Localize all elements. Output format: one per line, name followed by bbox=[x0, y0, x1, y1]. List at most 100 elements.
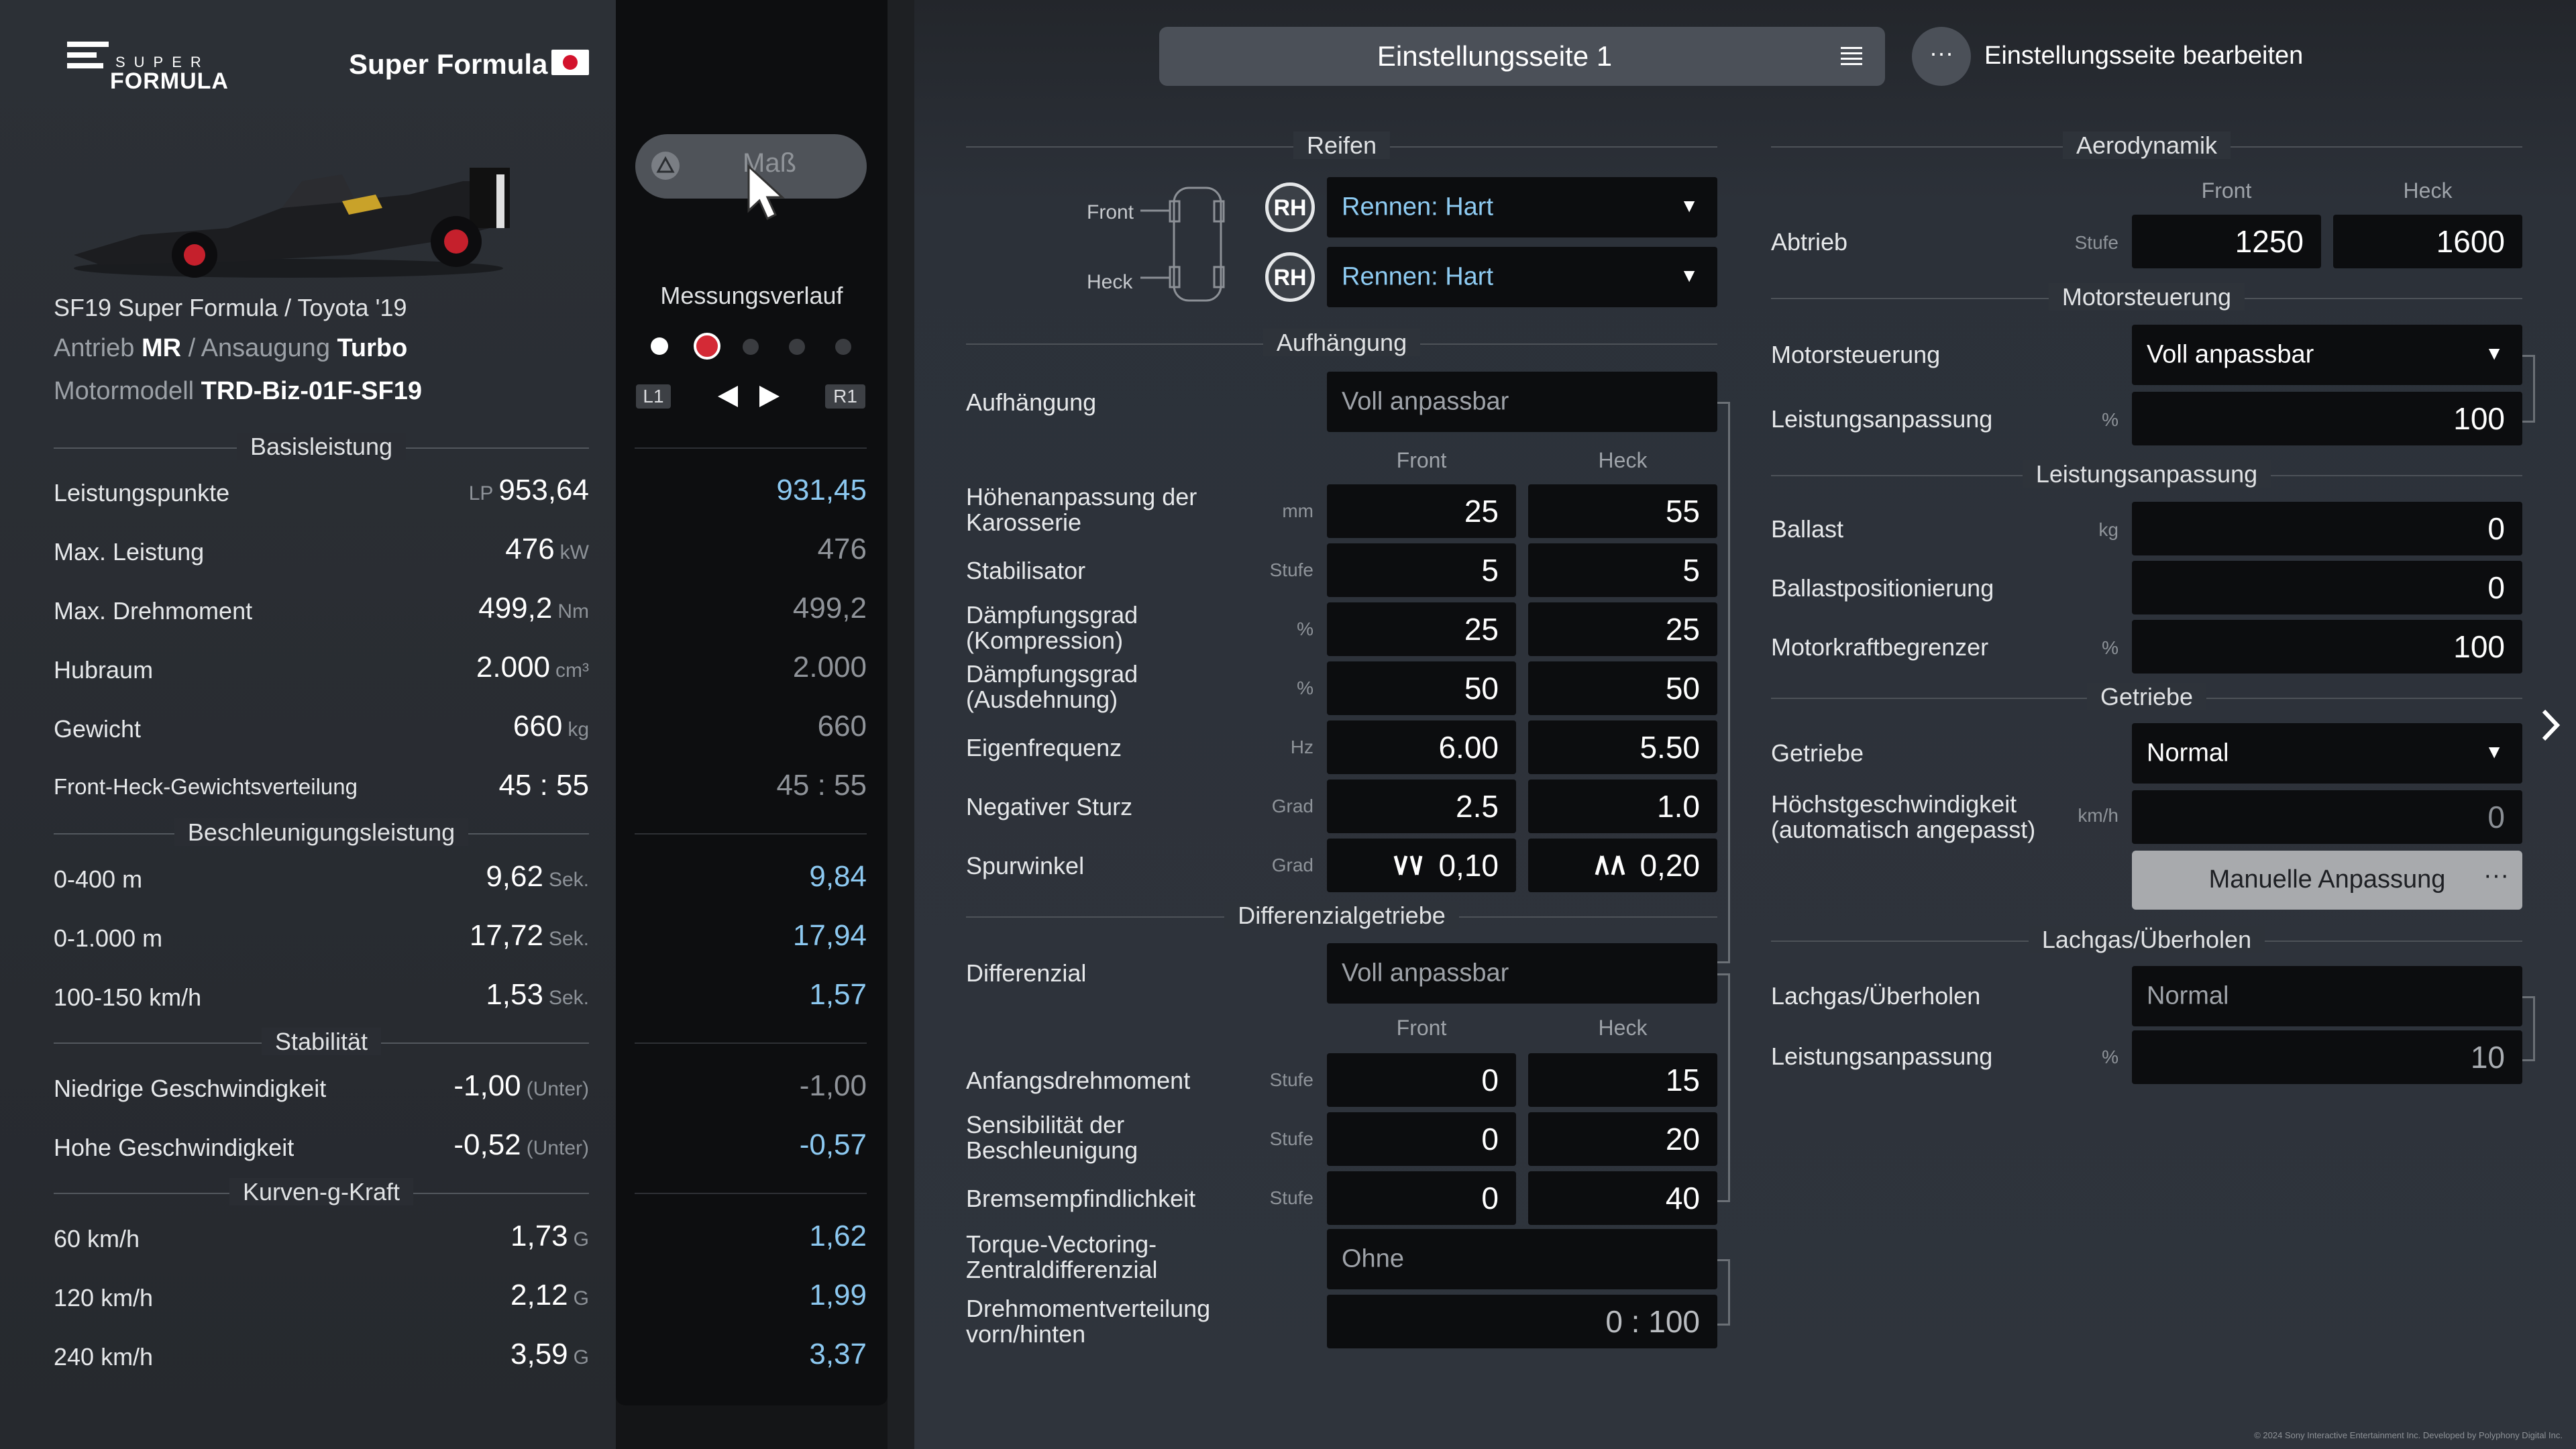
downforce-label: Abtrieb bbox=[1771, 228, 1848, 256]
downforce-rear-field[interactable]: 1600 bbox=[2333, 215, 2522, 268]
rear-value-field[interactable]: 5 bbox=[1528, 543, 1717, 597]
unit-label: % bbox=[2102, 637, 2118, 658]
front-value-field[interactable]: 6.00 bbox=[1327, 720, 1516, 774]
front-value-field[interactable]: 2.5 bbox=[1327, 780, 1516, 833]
tire-rear-select[interactable]: Rennen: Hart ▼ bbox=[1327, 247, 1717, 307]
ellipsis-icon: ··· bbox=[2483, 861, 2509, 890]
stat-value: 3,59 G bbox=[511, 1338, 589, 1371]
power-adjust-field[interactable]: 100 bbox=[2132, 392, 2522, 445]
suspension-setting-label: Eigenfrequenz bbox=[966, 734, 1122, 761]
measured-value: 1,99 bbox=[809, 1279, 867, 1311]
chevron-right-icon[interactable] bbox=[2538, 707, 2563, 743]
suspension-setting-label: Stabilisator bbox=[966, 557, 1086, 584]
differential-select[interactable]: Voll anpassbar bbox=[1327, 943, 1717, 1004]
stat-value: 9,62 Sek. bbox=[486, 860, 589, 893]
power-adjust-label: Leistungsanpassung bbox=[1771, 405, 1993, 433]
measurement-history-label: Messungsverlauf bbox=[660, 282, 843, 309]
downforce-front-field[interactable]: 1250 bbox=[2132, 215, 2321, 268]
measured-value: 660 bbox=[817, 710, 867, 743]
unit-label: Hz bbox=[1290, 737, 1313, 757]
stat-value: 660 kg bbox=[513, 710, 589, 743]
suspension-setting-label: Spurwinkel bbox=[966, 852, 1085, 879]
front-value-field[interactable]: 0 bbox=[1327, 1171, 1516, 1225]
link-bracket bbox=[2522, 996, 2535, 1061]
diff-setting-label: Anfangsdrehmoment bbox=[966, 1067, 1191, 1094]
nitro-power-field[interactable]: 10 bbox=[2132, 1030, 2522, 1084]
stat-value: 1,53 Sek. bbox=[486, 978, 589, 1011]
stat-value: LP 953,64 bbox=[468, 474, 589, 506]
history-dots[interactable] bbox=[651, 333, 852, 360]
panel-divider bbox=[888, 0, 914, 1449]
suspension-setting-label: Höhenanpassung der Karosserie bbox=[966, 483, 1197, 536]
rear-value-field[interactable]: 55 bbox=[1528, 484, 1717, 538]
rear-value-field[interactable]: 5.50 bbox=[1528, 720, 1717, 774]
dropdown-arrow-icon: ▼ bbox=[2485, 343, 2504, 364]
torque-distribution-field[interactable]: 0 : 100 bbox=[1327, 1295, 1717, 1348]
unit-label: Stufe bbox=[1269, 559, 1313, 580]
stat-value: 17,72 Sek. bbox=[469, 919, 589, 952]
edit-settings-page-label[interactable]: Einstellungsseite bearbeiten bbox=[1984, 42, 2304, 70]
settings-page-selector[interactable]: Einstellungsseite 1 bbox=[1159, 27, 1885, 86]
front-value-field[interactable]: 25 bbox=[1327, 602, 1516, 656]
stat-label: Max. Leistung bbox=[54, 538, 205, 566]
r1-button-icon[interactable]: R1 bbox=[825, 384, 865, 409]
stat-label: 60 km/h bbox=[54, 1225, 140, 1252]
dropdown-arrow-icon: ▼ bbox=[1680, 195, 1699, 216]
measured-value: 45 : 55 bbox=[776, 769, 867, 802]
toe-in-icon bbox=[1391, 853, 1425, 877]
performance-value-field[interactable]: 0 bbox=[2132, 502, 2522, 555]
unit-label: kg bbox=[2098, 519, 2118, 540]
unit-label: Grad bbox=[1271, 796, 1313, 816]
list-icon bbox=[1841, 47, 1862, 65]
engine-control-select[interactable]: Voll anpassbar ▼ bbox=[2132, 325, 2522, 385]
nitro-select[interactable]: Normal bbox=[2132, 966, 2522, 1026]
suspension-select[interactable]: Voll anpassbar bbox=[1327, 372, 1717, 432]
link-bracket bbox=[1717, 973, 1730, 1202]
measured-value: -0,57 bbox=[799, 1128, 867, 1161]
unit-label: Grad bbox=[1271, 855, 1313, 875]
rear-value-field[interactable]: 0,20 bbox=[1528, 839, 1717, 892]
next-arrow-icon[interactable] bbox=[755, 383, 782, 410]
column-header-front: Front bbox=[2201, 178, 2252, 203]
unit-label: km/h bbox=[2078, 805, 2118, 826]
stat-value: 45 : 55 bbox=[498, 769, 589, 802]
stability-section-title: Stabilität bbox=[54, 1028, 589, 1056]
performance-value-field[interactable]: 100 bbox=[2132, 620, 2522, 674]
torque-vectoring-select[interactable]: Ohne bbox=[1327, 1229, 1717, 1289]
top-speed-field[interactable]: 0 bbox=[2132, 790, 2522, 844]
previous-arrow-icon[interactable] bbox=[715, 383, 742, 410]
front-value-field[interactable]: 25 bbox=[1327, 484, 1516, 538]
measured-value: 17,94 bbox=[792, 919, 867, 952]
rear-value-field[interactable]: 15 bbox=[1528, 1053, 1717, 1107]
column-header-rear: Heck bbox=[1598, 448, 1648, 472]
front-value-field[interactable]: 0,10 bbox=[1327, 839, 1516, 892]
rear-value-field[interactable]: 1.0 bbox=[1528, 780, 1717, 833]
more-options-button[interactable]: ··· bbox=[1912, 27, 1971, 86]
tire-front-select[interactable]: Rennen: Hart ▼ bbox=[1327, 177, 1717, 237]
measured-value: -1,00 bbox=[799, 1069, 867, 1102]
front-value-field[interactable]: 5 bbox=[1327, 543, 1516, 597]
front-value-field[interactable]: 0 bbox=[1327, 1053, 1516, 1107]
rear-value-field[interactable]: 20 bbox=[1528, 1112, 1717, 1166]
column-header-front: Front bbox=[1396, 1016, 1447, 1040]
nitro-power-label: Leistungsanpassung bbox=[1771, 1042, 1993, 1070]
mouse-cursor-icon bbox=[747, 164, 785, 221]
l1-button-icon[interactable]: L1 bbox=[636, 384, 671, 409]
stat-value: 499,2 Nm bbox=[478, 592, 589, 625]
unit-label: Stufe bbox=[2074, 232, 2118, 253]
manual-adjust-button[interactable]: Manuelle Anpassung ··· bbox=[2132, 851, 2522, 910]
measured-value: 9,84 bbox=[809, 860, 867, 893]
gearbox-select[interactable]: Normal ▼ bbox=[2132, 723, 2522, 784]
measured-value: 499,2 bbox=[792, 592, 867, 625]
tire-compound-badge-icon: RH bbox=[1265, 182, 1315, 232]
rear-value-field[interactable]: 50 bbox=[1528, 661, 1717, 715]
front-value-field[interactable]: 50 bbox=[1327, 661, 1516, 715]
car-name: SF19 Super Formula / Toyota '19 bbox=[54, 294, 407, 321]
front-value-field[interactable]: 0 bbox=[1327, 1112, 1516, 1166]
stat-value: 2,12 G bbox=[511, 1279, 589, 1311]
rear-value-field[interactable]: 40 bbox=[1528, 1171, 1717, 1225]
japan-flag-icon bbox=[551, 50, 589, 75]
rear-value-field[interactable]: 25 bbox=[1528, 602, 1717, 656]
performance-value-field[interactable]: 0 bbox=[2132, 561, 2522, 614]
unit-label: % bbox=[1297, 678, 1313, 698]
